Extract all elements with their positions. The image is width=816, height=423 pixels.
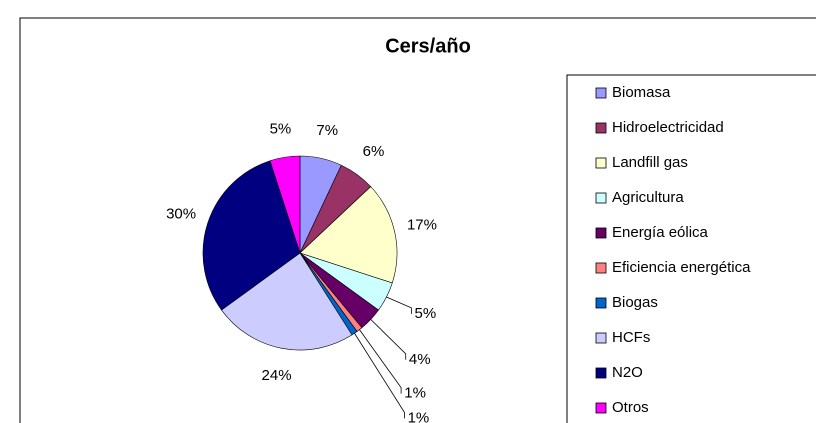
data-label: 6% [363,143,385,160]
pie-slice [299,186,398,284]
legend-label: N2O [612,364,643,381]
pie-slice [269,155,301,254]
pie-slice [202,160,301,311]
chart-title: Cers/año [385,35,471,57]
data-label: 17% [407,217,437,234]
leader-line [359,329,402,394]
legend-swatch [595,402,607,414]
pie-slice [221,252,353,351]
data-label: 1% [404,385,426,402]
legend-label: Hidroelectricidad [612,119,724,136]
legend-swatch [595,262,607,274]
legend-swatch [595,227,607,239]
legend-swatch [595,192,607,204]
data-label: 5% [415,305,437,322]
legend-label: Landfill gas [612,154,688,171]
leader-line [386,296,412,314]
legend-swatch [595,122,607,134]
legend-label: Otros [612,399,649,416]
legend-label: HCFs [612,329,650,346]
legend-swatch [595,332,607,344]
data-label: 1% [408,409,430,423]
leader-line [354,333,405,419]
data-label: 7% [316,122,338,139]
legend-label: Agricultura [612,189,684,206]
data-label: 5% [270,121,292,138]
legend-swatch [595,367,607,379]
data-label: 30% [166,205,196,222]
legend-label: Energía eólica [612,224,709,241]
legend-swatch [595,157,607,169]
legend-swatch [595,297,607,309]
data-label: 24% [262,367,292,384]
leader-line [370,319,407,360]
legend-label: Biomasa [612,84,671,101]
data-label: 4% [409,351,431,368]
legend-box [566,74,816,423]
legend-label: Eficiencia energética [612,259,751,276]
legend-label: Biogas [612,294,658,311]
legend-swatch [595,87,607,99]
